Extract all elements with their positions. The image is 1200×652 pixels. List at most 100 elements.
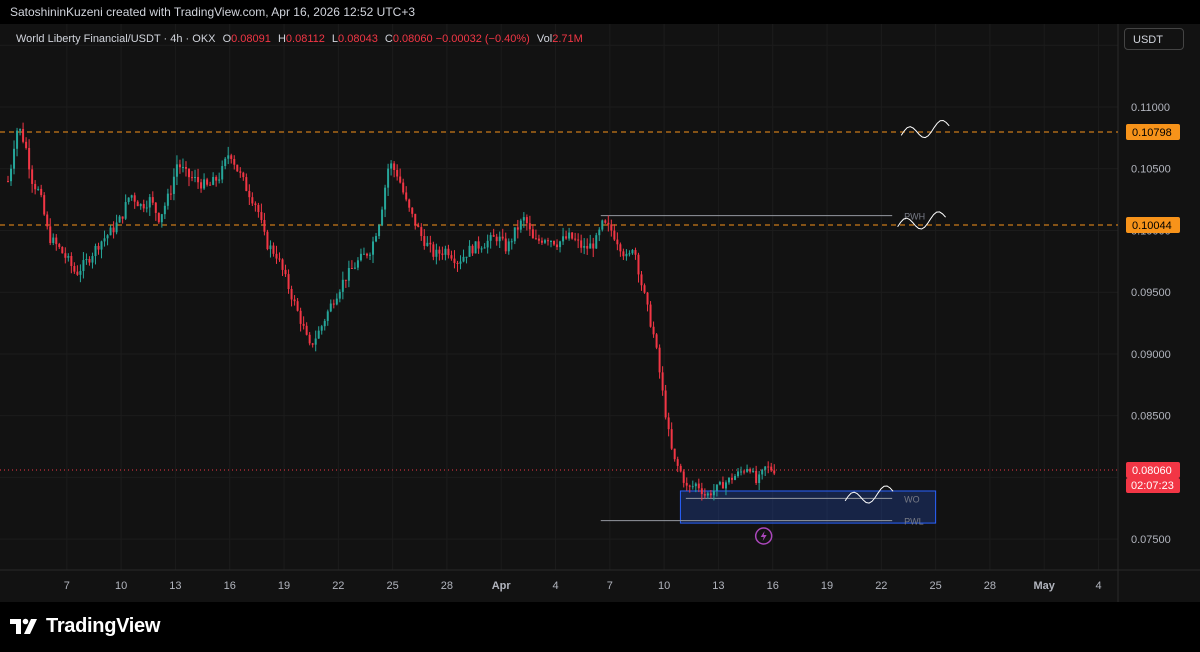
- time-axis-tick-label: 22: [332, 580, 344, 592]
- candle-body: [181, 167, 184, 169]
- candle-body: [372, 241, 375, 255]
- candle-body: [525, 217, 528, 224]
- projection-path-middle[interactable]: [897, 211, 946, 230]
- candle-body: [10, 168, 13, 182]
- candle-body: [688, 485, 691, 487]
- tradingview-logo[interactable]: TradingView: [10, 615, 160, 638]
- candle-body: [697, 483, 700, 489]
- candle-body: [278, 258, 281, 260]
- candle-body: [209, 184, 212, 186]
- candle-body: [676, 459, 679, 466]
- candle-body: [100, 241, 103, 250]
- candle-body: [652, 326, 655, 335]
- candle-body: [534, 238, 537, 240]
- candle-body: [320, 326, 323, 331]
- price-axis-tick-label: 0.07500: [1131, 534, 1171, 546]
- candle-body: [646, 292, 649, 305]
- candle-body: [142, 204, 145, 209]
- price-chart[interactable]: 0.115000.110000.105000.100000.095000.090…: [0, 24, 1200, 602]
- chart-panel[interactable]: 0.115000.110000.105000.100000.095000.090…: [0, 24, 1200, 602]
- price-tag-label: 0.10798: [1132, 127, 1172, 139]
- candle-body: [284, 269, 287, 275]
- candle-body: [586, 245, 589, 249]
- candle-body: [504, 238, 507, 252]
- symbol-name[interactable]: World Liberty Financial/USDT · 4h · OKX: [16, 33, 216, 45]
- candle-body: [556, 244, 559, 248]
- time-axis-tick-label: 28: [984, 580, 996, 592]
- candle-body: [610, 224, 613, 231]
- candle-body: [577, 239, 580, 241]
- candle-body: [97, 245, 100, 250]
- candle-body: [571, 232, 574, 239]
- candle-body: [743, 471, 746, 473]
- candle-body: [507, 241, 510, 252]
- candle-body: [191, 177, 194, 179]
- candle-body: [752, 470, 755, 472]
- candle-body: [43, 195, 46, 215]
- candle-body: [396, 169, 399, 177]
- event-circle[interactable]: [754, 527, 773, 545]
- time-axis-tick-label: 7: [64, 580, 70, 592]
- candle-body: [203, 179, 206, 189]
- candle-body: [85, 259, 88, 261]
- candle-body: [112, 227, 115, 233]
- weekly-open-zone[interactable]: [679, 490, 937, 524]
- candle-body: [212, 176, 215, 185]
- candle-body: [429, 242, 432, 245]
- candle-body: [70, 255, 73, 267]
- attribution-text: SatoshininKuzeni created with TradingVie…: [10, 5, 416, 19]
- candle-body: [444, 248, 447, 255]
- high-value: 0.08112: [285, 33, 325, 45]
- candle-body: [501, 236, 504, 239]
- candle-body: [423, 236, 426, 246]
- candle-body: [661, 372, 664, 391]
- candle-body: [266, 231, 269, 250]
- candle-body: [749, 469, 752, 472]
- candle-body: [375, 236, 378, 242]
- candle-body: [64, 253, 67, 258]
- candle-body: [402, 182, 405, 193]
- candle-body: [682, 471, 685, 483]
- candle-body: [703, 494, 706, 496]
- candle-body: [154, 202, 157, 213]
- candle-body: [387, 168, 390, 188]
- candle-body: [73, 266, 76, 272]
- candle-body: [124, 202, 127, 219]
- candle-body: [163, 205, 166, 215]
- level-label-wo: WO: [904, 494, 920, 504]
- candle-body: [426, 242, 429, 246]
- candle-body: [462, 256, 465, 262]
- candle-body: [390, 163, 393, 169]
- candle-body: [215, 176, 218, 181]
- candle-body: [631, 250, 634, 254]
- candle-body: [293, 299, 296, 302]
- candle-body: [311, 343, 314, 345]
- candle-body: [61, 246, 64, 254]
- currency-unit-button[interactable]: USDT: [1124, 28, 1184, 50]
- candle-body: [616, 239, 619, 245]
- candle-body: [550, 240, 552, 242]
- candle-body: [365, 253, 368, 256]
- candle-body: [562, 236, 565, 242]
- candle-body: [172, 176, 175, 194]
- candle-body: [19, 129, 22, 131]
- candle-body: [302, 323, 305, 326]
- candle-body: [583, 245, 586, 248]
- candle-body: [537, 238, 540, 241]
- candle-body: [565, 236, 568, 239]
- candle-body: [245, 177, 248, 191]
- candle-body: [58, 244, 61, 247]
- candle-body: [607, 222, 610, 225]
- candle-body: [91, 256, 94, 263]
- candle-body: [435, 249, 438, 257]
- candle-body: [758, 474, 761, 484]
- candle-body: [417, 225, 420, 228]
- candle-body: [55, 237, 58, 245]
- candle-body: [13, 148, 16, 169]
- projection-path-lower[interactable]: [844, 485, 894, 504]
- close-label: C: [384, 33, 393, 45]
- candle-body: [770, 466, 773, 471]
- candle-body: [378, 225, 381, 237]
- projection-path-upper[interactable]: [900, 119, 950, 139]
- candle-body: [350, 267, 353, 269]
